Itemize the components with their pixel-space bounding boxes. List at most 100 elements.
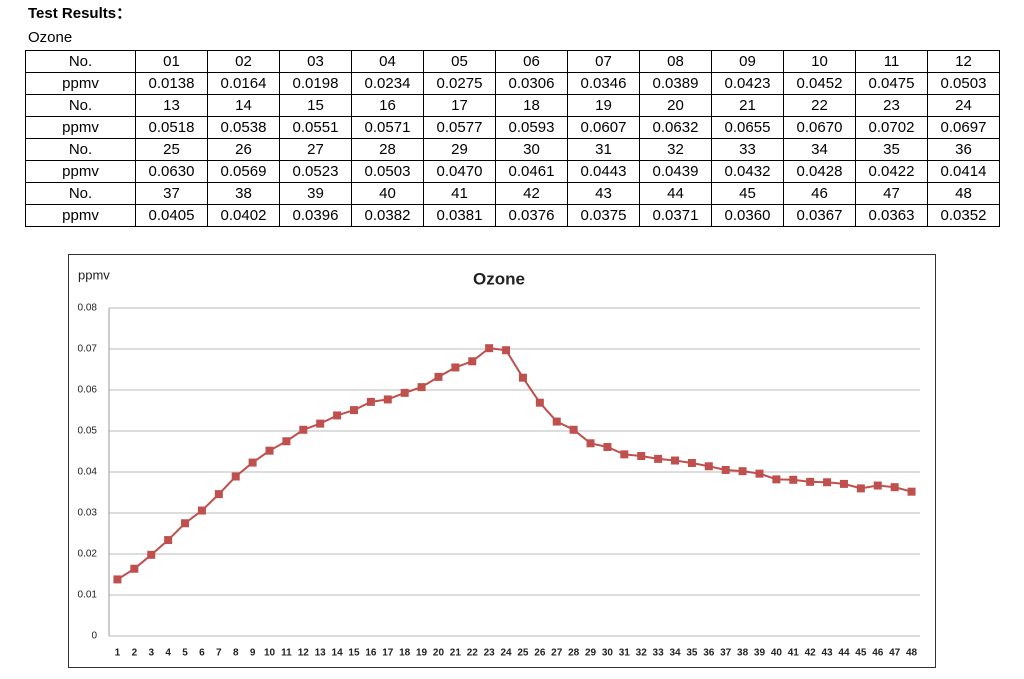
data-marker	[823, 478, 832, 487]
table-cell: 30	[495, 138, 568, 161]
y-tick-label: 0.02	[78, 549, 98, 560]
table-cell: 15	[279, 94, 352, 117]
data-marker	[704, 462, 713, 471]
data-marker	[349, 406, 358, 415]
data-marker	[603, 442, 612, 451]
x-tick-label: 43	[822, 648, 834, 659]
x-tick-label: 21	[450, 648, 462, 659]
x-tick-label: 46	[872, 648, 884, 659]
x-tick-label: 5	[182, 648, 188, 659]
table-cell: 0.0198	[279, 72, 352, 95]
table-cell: 44	[639, 182, 712, 205]
table-cell: 0.0306	[495, 72, 568, 95]
data-marker	[535, 398, 544, 407]
table-row: ppmv 0.0518 0.0538 0.0551 0.0571 0.0577 0.0593…	[25, 116, 1000, 139]
table-cell: 0.0569	[207, 160, 280, 183]
data-marker	[181, 519, 190, 528]
data-marker	[383, 395, 392, 404]
data-marker	[299, 425, 308, 434]
x-tick-label: 32	[636, 648, 648, 659]
data-marker	[231, 472, 240, 481]
table-cell: 43	[567, 182, 640, 205]
x-tick-label: 29	[585, 648, 597, 659]
x-tick-label: 42	[805, 648, 817, 659]
data-marker	[772, 475, 781, 484]
data-marker	[620, 450, 629, 459]
data-marker	[333, 411, 342, 420]
x-tick-label: 3	[148, 648, 154, 659]
table-cell: 0.0381	[423, 204, 496, 227]
table-cell: 13	[135, 94, 208, 117]
page-title: Test Results：	[28, 5, 132, 22]
data-marker	[569, 425, 578, 434]
table-cell: 24	[927, 94, 1000, 117]
x-tick-label: 38	[737, 648, 749, 659]
table-cell: 0.0164	[207, 72, 280, 95]
x-tick-label: 2	[132, 648, 138, 659]
table-cell: 0.0371	[639, 204, 712, 227]
y-tick-label: 0.05	[78, 426, 98, 437]
x-tick-label: 16	[365, 648, 377, 659]
data-marker	[468, 357, 477, 366]
x-tick-label: 33	[653, 648, 665, 659]
table-cell: 0.0503	[351, 160, 424, 183]
data-marker	[400, 388, 409, 397]
data-marker	[654, 454, 663, 463]
table-cell: 16	[351, 94, 424, 117]
x-tick-label: 48	[906, 648, 918, 659]
table-row: ppmv 0.0405 0.0402 0.0396 0.0382 0.0381 0.0376…	[25, 204, 1000, 227]
table-cell: 0.0432	[711, 160, 784, 183]
row-header: ppmv	[25, 204, 136, 227]
x-tick-label: 30	[602, 648, 614, 659]
x-tick-label: 28	[568, 648, 580, 659]
data-marker	[502, 346, 511, 355]
x-tick-label: 9	[250, 648, 256, 659]
data-marker	[282, 437, 291, 446]
data-marker	[113, 575, 122, 584]
table-row: No. 13 14 15 16 17 18 19 20 21 22 23 24	[25, 94, 1000, 117]
x-tick-label: 31	[619, 648, 631, 659]
data-marker	[434, 372, 443, 381]
x-tick-label: 20	[433, 648, 445, 659]
x-tick-label: 7	[216, 648, 222, 659]
x-tick-label: 10	[264, 648, 276, 659]
data-marker	[197, 506, 206, 515]
data-marker	[248, 458, 257, 467]
data-marker	[856, 484, 865, 493]
data-marker	[873, 481, 882, 490]
table-cell: 20	[639, 94, 712, 117]
x-tick-label: 24	[500, 648, 512, 659]
table-cell: 0.0607	[567, 116, 640, 139]
data-marker	[316, 419, 325, 428]
data-marker	[518, 373, 527, 382]
chart-title: Ozone	[473, 269, 525, 288]
x-tick-label: 40	[771, 648, 783, 659]
table-cell: 0.0551	[279, 116, 352, 139]
x-tick-label: 12	[298, 648, 310, 659]
x-tick-label: 14	[332, 648, 344, 659]
data-marker	[907, 487, 916, 496]
x-tick-label: 8	[233, 648, 239, 659]
x-tick-label: 37	[720, 648, 732, 659]
data-marker	[839, 479, 848, 488]
data-marker	[755, 469, 764, 478]
table-cell: 0.0352	[927, 204, 1000, 227]
chart-frame	[68, 254, 936, 668]
table-cell: 0.0138	[135, 72, 208, 95]
data-marker	[890, 483, 899, 492]
table-cell: 48	[927, 182, 1000, 205]
y-tick-label: 0.08	[78, 303, 98, 314]
table-cell: 47	[855, 182, 928, 205]
table-cell: 0.0452	[783, 72, 856, 95]
data-marker	[671, 456, 680, 465]
table-cell: 0.0382	[351, 204, 424, 227]
x-tick-label: 1	[115, 648, 121, 659]
x-tick-label: 13	[315, 648, 327, 659]
x-tick-label: 34	[669, 648, 681, 659]
x-tick-label: 6	[199, 648, 205, 659]
table-cell: 31	[567, 138, 640, 161]
data-marker	[147, 550, 156, 559]
data-line	[116, 347, 912, 581]
